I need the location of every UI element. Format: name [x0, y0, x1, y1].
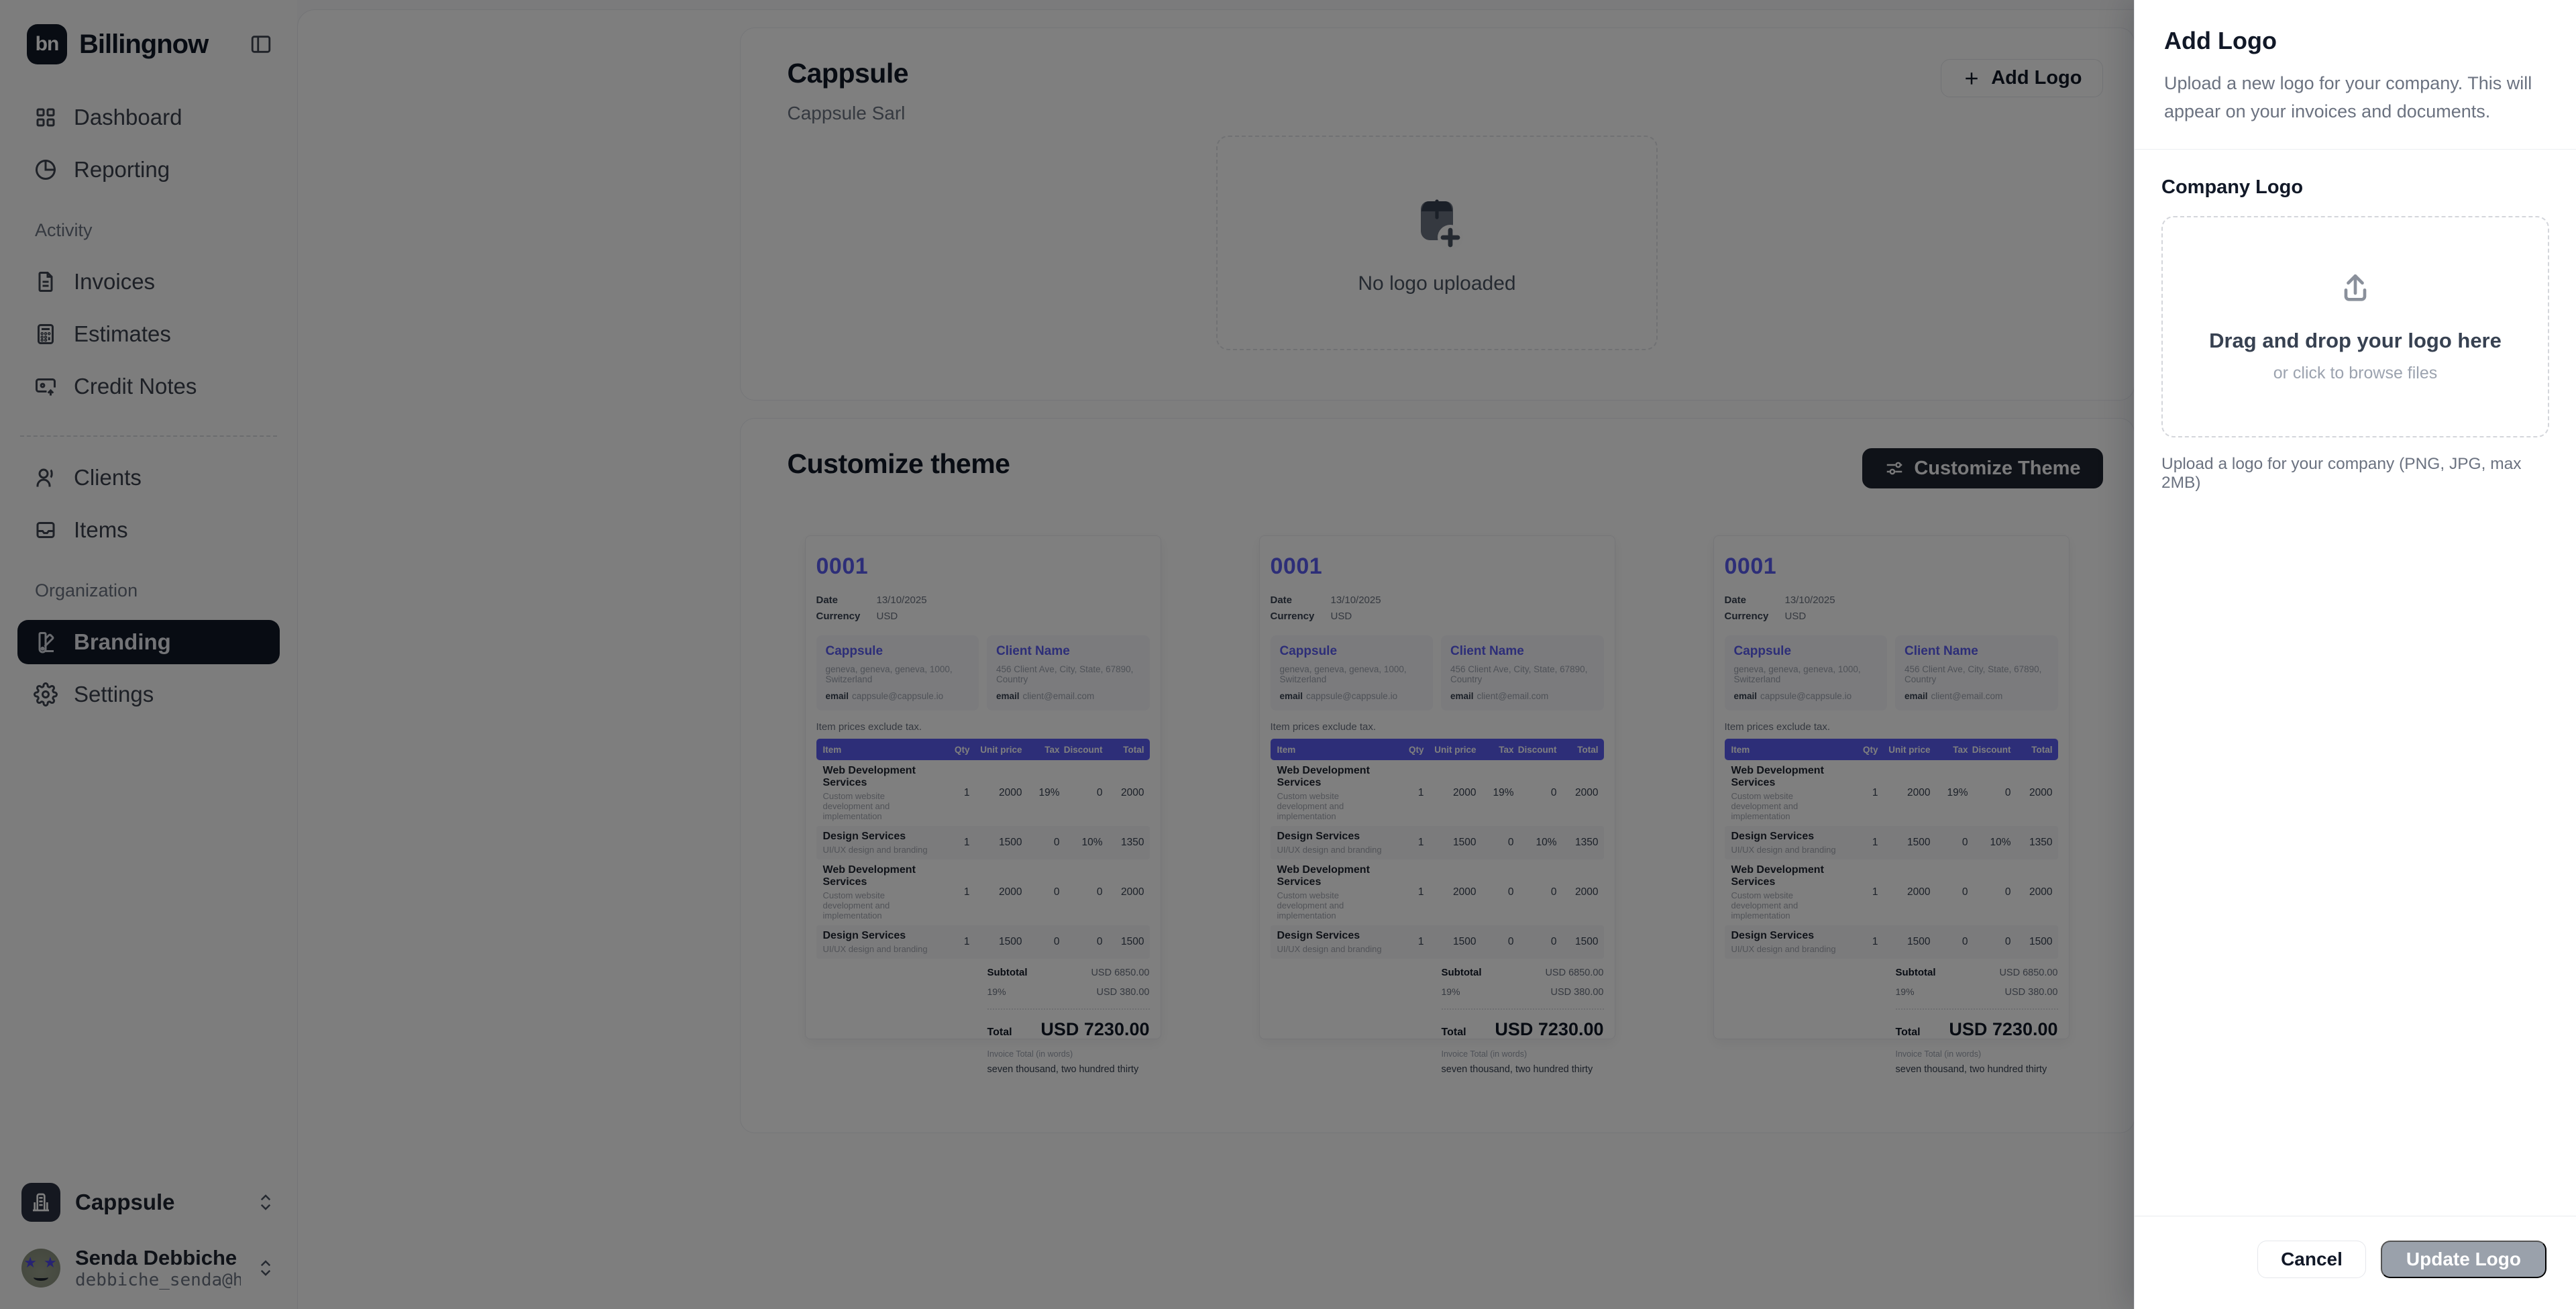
drawer-description: Upload a new logo for your company. This… — [2164, 73, 2532, 121]
company-logo-label: Company Logo — [2161, 176, 2304, 198]
upload-icon — [2344, 274, 2367, 301]
dropzone-title: Drag and drop your logo here — [2209, 329, 2502, 353]
dropzone-subtitle: or click to browse files — [2273, 364, 2438, 383]
upload-hint: Upload a logo for your company (PNG, JPG… — [2161, 454, 2522, 492]
add-logo-drawer: Add Logo Upload a new logo for your comp… — [2134, 0, 2576, 1309]
cancel-button[interactable]: Cancel — [2257, 1241, 2366, 1278]
update-logo-button[interactable]: Update Logo — [2380, 1241, 2546, 1278]
dim-overlay[interactable] — [0, 0, 2134, 1309]
drawer-title: Add Logo — [2164, 27, 2277, 54]
logo-upload-dropzone[interactable]: Drag and drop your logo here or click to… — [2161, 215, 2549, 437]
